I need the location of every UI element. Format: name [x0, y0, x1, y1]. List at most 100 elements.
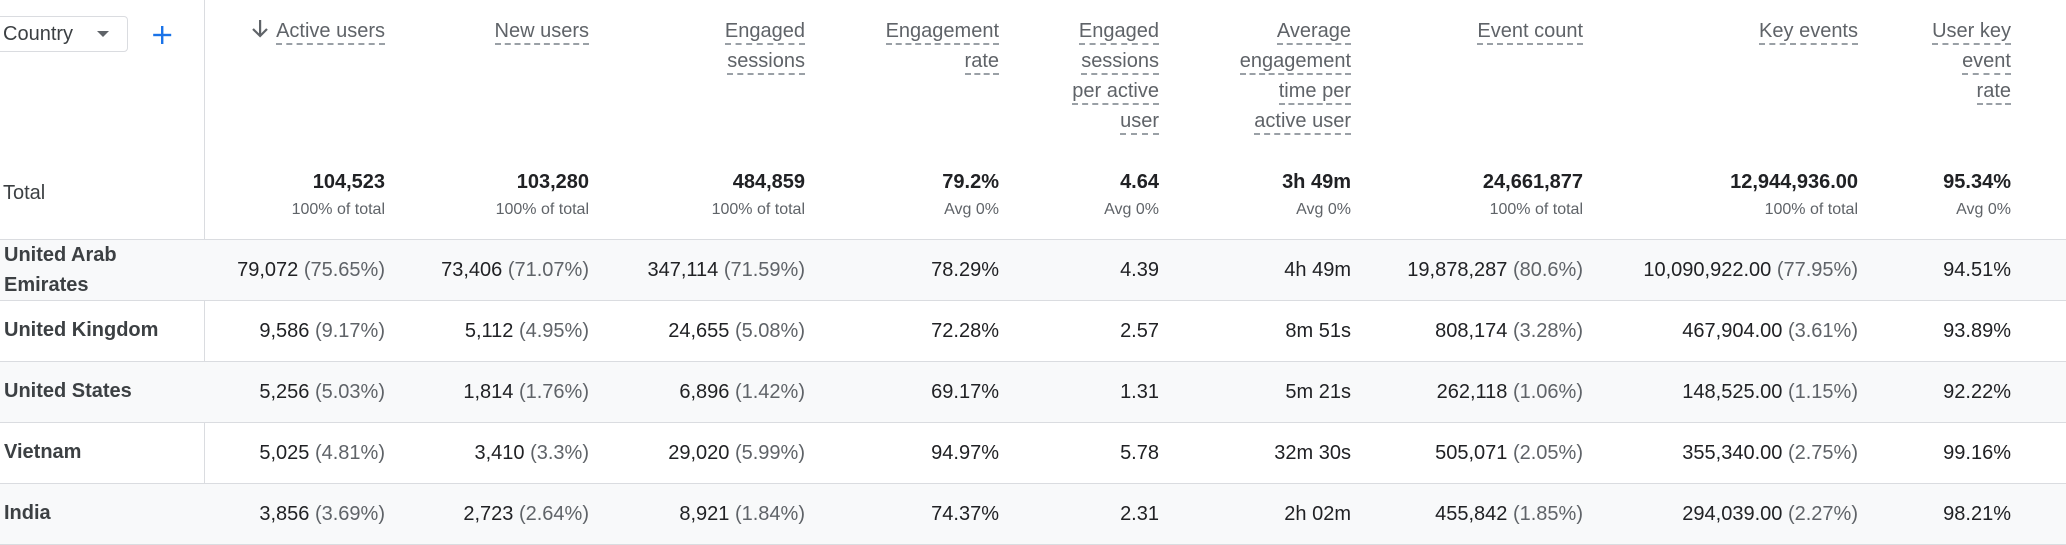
cell-event-count: 505,071 (2.05%) — [1313, 439, 1583, 467]
table-row[interactable]: United Kingdom 9,586 (9.17%) 5,112 (4.95%)… — [0, 301, 2066, 362]
cell-avg-engagement-time: 32m 30s — [1131, 439, 1351, 467]
column-header-avg-engagement-time[interactable]: Average engagement time per active user — [1171, 16, 1351, 136]
cell-value: 2,723 — [463, 503, 514, 525]
cell-value: 94.51% — [1943, 259, 2011, 281]
table-row[interactable]: Vietnam 5,025 (4.81%) 3,410 (3.3%) 29,020 (… — [0, 423, 2066, 484]
table-row[interactable]: United Arab Emirates 79,072 (75.65%) 73,406… — [0, 240, 2066, 301]
cell-value: 5,112 — [464, 320, 514, 342]
cell-key-events: 148,525.00 (1.15%) — [1548, 378, 1858, 406]
cell-active-users: 3,856 (3.69%) — [125, 500, 385, 528]
cell-value: 455,842 — [1435, 503, 1508, 525]
row-label-line: United States — [4, 380, 132, 402]
total-cell-engaged-sessions: 484,859 100% of total — [605, 168, 805, 224]
arrow-down-icon — [250, 18, 270, 40]
cell-value: 73,406 — [441, 259, 503, 281]
column-header-text: Engagement — [885, 20, 999, 45]
cell-user-key-event-rate: 98.21% — [1821, 500, 2011, 528]
cell-value: 5,025 — [259, 442, 310, 464]
cell-engagement-rate: 69.17% — [769, 378, 999, 406]
cell-percent-of-total: (5.99%) — [734, 442, 805, 464]
total-subtext: Avg 0% — [1104, 201, 1159, 218]
cell-percent-of-total: (3.28%) — [1512, 320, 1583, 342]
total-row-label: Total — [3, 182, 46, 204]
cell-engaged-sessions-per-user: 2.31 — [959, 500, 1159, 528]
column-header-text: rate — [964, 50, 999, 75]
total-value: 12,944,936.00 — [1730, 171, 1858, 193]
cell-engaged-sessions: 29,020 (5.99%) — [565, 439, 805, 467]
add-dimension-button[interactable] — [148, 18, 176, 50]
cell-value: 32m 30s — [1274, 442, 1351, 464]
total-value: 3h 49m — [1282, 171, 1351, 193]
column-header-user-key-event-rate[interactable]: User key event rate — [1861, 16, 2011, 106]
column-header-active-users[interactable]: Active users — [165, 16, 385, 46]
cell-percent-of-total: (4.81%) — [314, 442, 385, 464]
cell-value: 6,896 — [679, 381, 730, 403]
cell-active-users: 5,025 (4.81%) — [125, 439, 385, 467]
total-cell-key-events: 12,944,936.00 100% of total — [1588, 168, 1858, 224]
cell-value: 4h 49m — [1284, 259, 1351, 281]
cell-new-users: 3,410 (3.3%) — [349, 439, 589, 467]
row-dimension-label[interactable]: United Kingdom — [4, 315, 158, 345]
cell-value: 262,118 — [1436, 381, 1508, 403]
total-subtext: 100% of total — [1489, 201, 1583, 218]
column-header-text: Average — [1276, 20, 1351, 45]
cell-new-users: 2,723 (2.64%) — [349, 500, 589, 528]
row-dimension-label[interactable]: United States — [4, 376, 132, 406]
cell-engagement-rate: 72.28% — [769, 317, 999, 345]
cell-key-events: 467,904.00 (3.61%) — [1548, 317, 1858, 345]
total-cell-engaged-sessions-per-user: 4.64 Avg 0% — [999, 168, 1159, 224]
cell-value: 9,586 — [259, 320, 310, 342]
cell-new-users: 73,406 (71.07%) — [349, 256, 589, 284]
column-header-text: active user — [1254, 110, 1351, 135]
table-row[interactable]: India 3,856 (3.69%) 2,723 (2.64%) 8,921 (1.… — [0, 484, 2066, 545]
column-header-new-users[interactable]: New users — [389, 16, 589, 46]
cell-percent-of-total: (1.06%) — [1512, 381, 1583, 403]
total-subtext: 100% of total — [711, 201, 805, 218]
cell-event-count: 19,878,287 (80.6%) — [1313, 256, 1583, 284]
cell-value: 78.29% — [931, 259, 999, 281]
cell-percent-of-total: (1.15%) — [1787, 381, 1858, 403]
column-header-text: event — [1962, 50, 2011, 75]
row-label-line: India — [4, 502, 51, 524]
cell-engaged-sessions: 24,655 (5.08%) — [565, 317, 805, 345]
cell-value: 99.16% — [1943, 442, 2011, 464]
cell-value: 5m 21s — [1285, 381, 1351, 403]
cell-event-count: 808,174 (3.28%) — [1313, 317, 1583, 345]
cell-engagement-rate: 94.97% — [769, 439, 999, 467]
cell-value: 505,071 — [1435, 442, 1508, 464]
cell-active-users: 5,256 (5.03%) — [125, 378, 385, 406]
cell-event-count: 455,842 (1.85%) — [1313, 500, 1583, 528]
cell-avg-engagement-time: 5m 21s — [1131, 378, 1351, 406]
row-dimension-label[interactable]: United Arab Emirates — [4, 240, 117, 300]
cell-value: 5.78 — [1120, 442, 1159, 464]
total-subtext: Avg 0% — [1956, 201, 2011, 218]
totals-divider — [0, 239, 2066, 240]
column-header-event-count[interactable]: Event count — [1353, 16, 1583, 46]
column-header-text: sessions — [1081, 50, 1159, 75]
row-dimension-label[interactable]: Vietnam — [4, 437, 81, 467]
row-dimension-label[interactable]: India — [4, 498, 51, 528]
cell-value: 24,655 — [668, 320, 730, 342]
column-header-text: User key — [1932, 20, 2011, 45]
cell-value: 5,256 — [259, 381, 310, 403]
table-row[interactable]: United States 5,256 (5.03%) 1,814 (1.76%) 6… — [0, 362, 2066, 423]
column-header-text: Event count — [1477, 20, 1583, 45]
cell-percent-of-total: (3.61%) — [1787, 320, 1858, 342]
cell-percent-of-total: (71.59%) — [723, 259, 805, 281]
plus-icon — [153, 26, 172, 44]
cell-user-key-event-rate: 92.22% — [1821, 378, 2011, 406]
column-header-text: sessions — [727, 50, 805, 75]
cell-key-events: 10,090,922.00 (77.95%) — [1548, 256, 1858, 284]
dimension-dropdown[interactable]: Country — [0, 16, 128, 52]
column-header-engagement-rate[interactable]: Engagement rate — [809, 16, 999, 76]
column-header-key-events[interactable]: Key events — [1588, 16, 1858, 46]
total-subtext: 100% of total — [495, 201, 589, 218]
cell-user-key-event-rate: 99.16% — [1821, 439, 2011, 467]
cell-new-users: 1,814 (1.76%) — [349, 378, 589, 406]
column-header-engaged-sessions-per-user[interactable]: Engaged sessions per active user — [999, 16, 1159, 136]
cell-engaged-sessions-per-user: 2.57 — [959, 317, 1159, 345]
cell-percent-of-total: (75.65%) — [303, 259, 385, 281]
column-header-engaged-sessions[interactable]: Engaged sessions — [605, 16, 805, 76]
total-cell-avg-engagement-time: 3h 49m Avg 0% — [1171, 168, 1351, 224]
total-value: 4.64 — [1120, 171, 1159, 193]
